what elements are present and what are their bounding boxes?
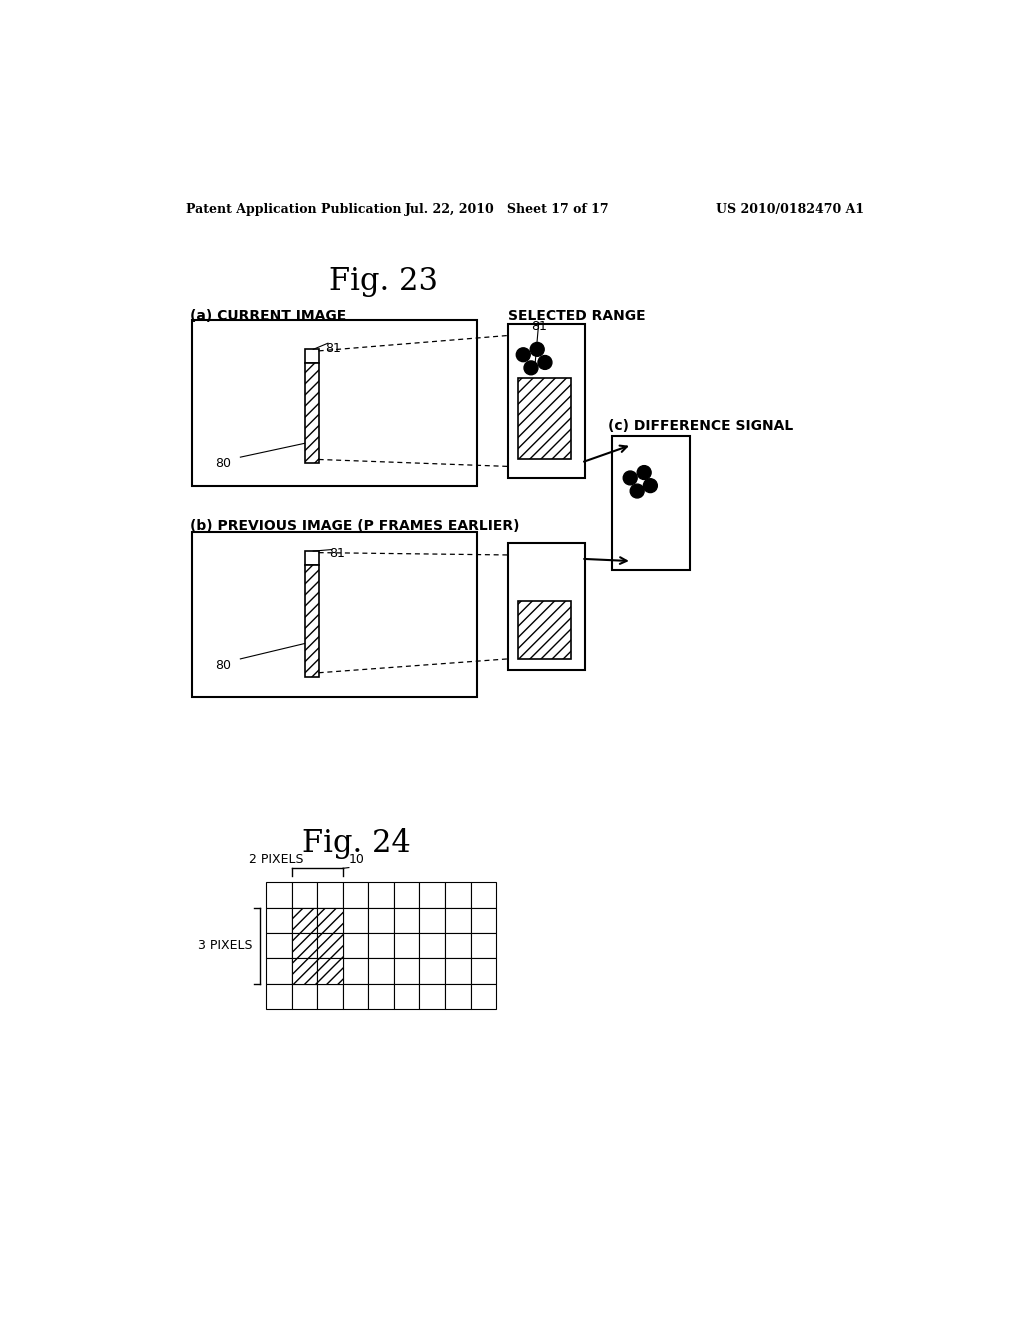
Bar (471, 882, 496, 908)
Bar (612, 436, 690, 570)
Bar (445, 933, 471, 958)
Bar (445, 882, 471, 908)
Text: 3 PIXELS: 3 PIXELS (198, 940, 252, 952)
Circle shape (637, 466, 651, 479)
Bar (394, 882, 420, 908)
Bar (317, 958, 343, 983)
Text: 80: 80 (215, 659, 230, 672)
Bar (369, 882, 394, 908)
Bar (471, 958, 496, 983)
Bar (317, 983, 343, 1010)
Bar (343, 958, 369, 983)
Bar (369, 958, 394, 983)
Bar (471, 983, 496, 1010)
Bar (343, 933, 369, 958)
Text: (c) DIFFERENCE SIGNAL: (c) DIFFERENCE SIGNAL (608, 418, 794, 433)
Bar (369, 933, 394, 958)
Text: 80: 80 (215, 457, 230, 470)
Bar (292, 958, 317, 983)
Bar (317, 933, 343, 958)
Text: Fig. 24: Fig. 24 (302, 829, 411, 859)
Bar (292, 983, 317, 1010)
Bar (394, 933, 420, 958)
Bar (518, 378, 570, 459)
Circle shape (530, 342, 544, 356)
Bar (471, 933, 496, 958)
Bar (343, 908, 369, 933)
Bar (317, 933, 343, 958)
Bar (305, 565, 318, 677)
Circle shape (643, 479, 657, 492)
Bar (292, 882, 317, 908)
Text: (a) CURRENT IMAGE: (a) CURRENT IMAGE (190, 309, 346, 322)
Text: 2 PIXELS: 2 PIXELS (249, 853, 303, 866)
Bar (420, 908, 445, 933)
Circle shape (516, 348, 530, 362)
Bar (191, 532, 477, 697)
Bar (317, 958, 343, 983)
Bar (508, 544, 586, 671)
Bar (394, 983, 420, 1010)
Bar (292, 933, 317, 958)
Text: 81: 81 (330, 548, 345, 560)
Text: (b) PREVIOUS IMAGE (P FRAMES EARLIER): (b) PREVIOUS IMAGE (P FRAMES EARLIER) (190, 519, 519, 533)
Bar (292, 958, 317, 983)
Bar (305, 350, 318, 363)
Bar (420, 933, 445, 958)
Text: 10: 10 (349, 853, 365, 866)
Bar (369, 983, 394, 1010)
Bar (471, 908, 496, 933)
Bar (305, 363, 318, 463)
Bar (317, 908, 343, 933)
Text: US 2010/0182470 A1: US 2010/0182470 A1 (716, 203, 864, 216)
Circle shape (524, 360, 538, 375)
Bar (317, 908, 343, 933)
Bar (191, 321, 477, 486)
Bar (292, 933, 317, 958)
Circle shape (624, 471, 637, 484)
Bar (343, 983, 369, 1010)
Bar (266, 958, 292, 983)
Bar (420, 958, 445, 983)
Bar (317, 882, 343, 908)
Bar (266, 882, 292, 908)
Bar (266, 908, 292, 933)
Text: Patent Application Publication: Patent Application Publication (186, 203, 401, 216)
Bar (292, 908, 317, 933)
Bar (420, 882, 445, 908)
Circle shape (630, 484, 644, 498)
Bar (394, 908, 420, 933)
Bar (420, 983, 445, 1010)
Text: SELECTED RANGE: SELECTED RANGE (508, 309, 645, 322)
Bar (518, 601, 570, 659)
Bar (445, 983, 471, 1010)
Text: 81: 81 (326, 342, 341, 355)
Bar (445, 958, 471, 983)
Bar (343, 882, 369, 908)
Bar (508, 323, 586, 478)
Bar (266, 983, 292, 1010)
Bar (369, 908, 394, 933)
Bar (445, 908, 471, 933)
Text: Jul. 22, 2010   Sheet 17 of 17: Jul. 22, 2010 Sheet 17 of 17 (406, 203, 610, 216)
Text: 81: 81 (530, 321, 547, 333)
Bar (305, 552, 318, 565)
Text: Fig. 23: Fig. 23 (330, 267, 438, 297)
Bar (266, 933, 292, 958)
Circle shape (538, 355, 552, 370)
Bar (292, 908, 317, 933)
Bar (394, 958, 420, 983)
